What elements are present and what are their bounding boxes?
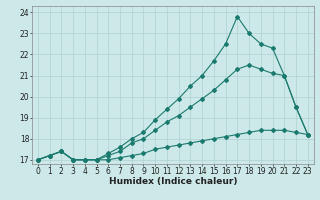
X-axis label: Humidex (Indice chaleur): Humidex (Indice chaleur): [108, 177, 237, 186]
